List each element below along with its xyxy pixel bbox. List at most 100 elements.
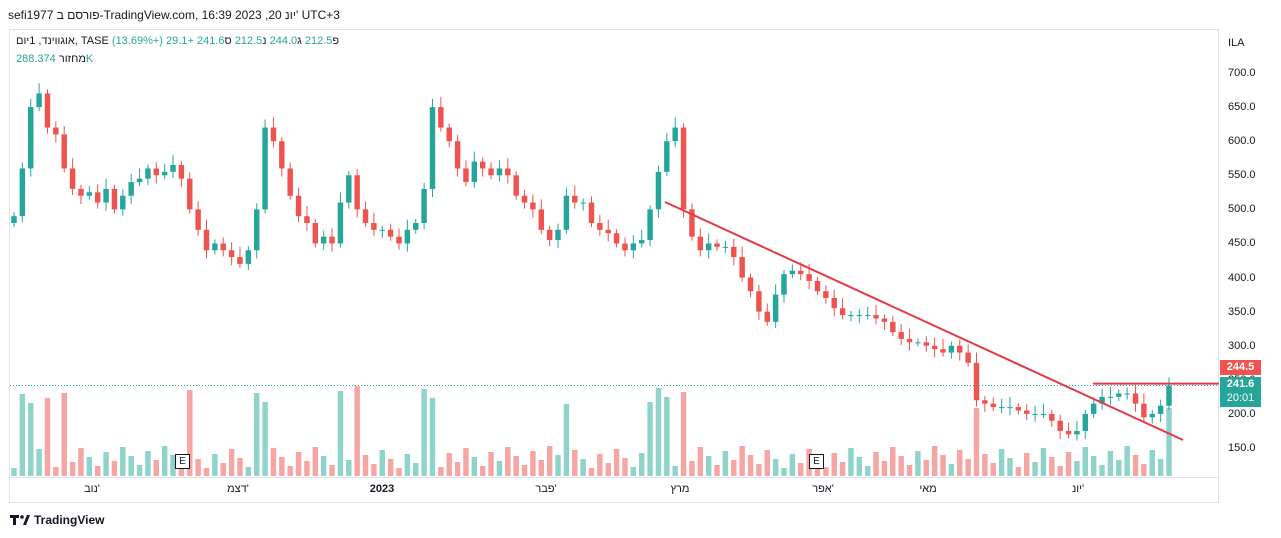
candle-body[interactable]	[1057, 421, 1062, 431]
candle-body[interactable]	[11, 216, 16, 223]
candle-body[interactable]	[714, 243, 719, 246]
candle-body[interactable]	[589, 203, 594, 223]
candle-body[interactable]	[70, 168, 75, 188]
candle-body[interactable]	[806, 274, 811, 281]
candle-body[interactable]	[698, 237, 703, 251]
candle-body[interactable]	[1166, 386, 1171, 406]
candle-body[interactable]	[112, 189, 117, 209]
candle-body[interactable]	[940, 349, 945, 352]
candle-body[interactable]	[28, 107, 33, 168]
candle-body[interactable]	[195, 209, 200, 229]
candle-body[interactable]	[890, 322, 895, 332]
candle-body[interactable]	[731, 247, 736, 257]
candle-body[interactable]	[354, 175, 359, 209]
candle-body[interactable]	[873, 315, 878, 318]
candle-body[interactable]	[179, 165, 184, 179]
candle-body[interactable]	[103, 189, 108, 203]
candle-body[interactable]	[564, 196, 569, 230]
candle-body[interactable]	[187, 179, 192, 210]
candle-body[interactable]	[480, 162, 485, 169]
candle-body[interactable]	[321, 237, 326, 244]
candle-body[interactable]	[287, 168, 292, 195]
candle-body[interactable]	[957, 346, 962, 353]
earnings-event-icon[interactable]: E	[809, 454, 824, 469]
candle-body[interactable]	[932, 346, 937, 349]
candle-body[interactable]	[371, 223, 376, 230]
candle-body[interactable]	[865, 315, 870, 316]
candle-body[interactable]	[898, 332, 903, 339]
candle-body[interactable]	[1049, 414, 1054, 421]
candle-body[interactable]	[790, 271, 795, 274]
candle-body[interactable]	[388, 230, 393, 237]
candle-body[interactable]	[1066, 431, 1071, 434]
candle-body[interactable]	[547, 230, 552, 240]
candle-body[interactable]	[396, 237, 401, 244]
candle-body[interactable]	[221, 243, 226, 250]
candle-body[interactable]	[765, 312, 770, 322]
candle-body[interactable]	[1124, 393, 1129, 394]
candle-body[interactable]	[380, 230, 385, 231]
candle-body[interactable]	[639, 240, 644, 243]
candle-body[interactable]	[949, 346, 954, 353]
candle-body[interactable]	[346, 175, 351, 202]
candle-body[interactable]	[965, 353, 970, 363]
candle-body[interactable]	[137, 179, 142, 182]
candle-body[interactable]	[681, 128, 686, 210]
candle-body[interactable]	[329, 237, 334, 244]
candle-body[interactable]	[438, 107, 443, 127]
candle-body[interactable]	[1032, 414, 1037, 415]
candle-body[interactable]	[915, 342, 920, 343]
candle-body[interactable]	[120, 196, 125, 210]
candle-body[interactable]	[924, 342, 929, 345]
candle-body[interactable]	[647, 209, 652, 240]
candle-body[interactable]	[61, 134, 66, 168]
candle-body[interactable]	[472, 162, 477, 182]
candle-body[interactable]	[95, 192, 100, 202]
candle-body[interactable]	[1074, 431, 1079, 434]
candle-body[interactable]	[1016, 407, 1021, 410]
candle-body[interactable]	[446, 128, 451, 142]
candle-body[interactable]	[882, 318, 887, 321]
candle-body[interactable]	[246, 250, 251, 264]
candle-body[interactable]	[271, 128, 276, 142]
candle-body[interactable]	[505, 168, 510, 175]
candle-body[interactable]	[664, 141, 669, 172]
candle-body[interactable]	[781, 274, 786, 294]
candle-body[interactable]	[597, 223, 602, 230]
candle-body[interactable]	[455, 141, 460, 168]
candle-body[interactable]	[522, 196, 527, 203]
candle-body[interactable]	[857, 315, 862, 316]
candle-body[interactable]	[831, 298, 836, 308]
candle-body[interactable]	[815, 281, 820, 291]
candle-body[interactable]	[279, 141, 284, 168]
candle-body[interactable]	[463, 168, 468, 182]
candle-body[interactable]	[87, 192, 92, 195]
candle-body[interactable]	[513, 175, 518, 195]
downtrend-line[interactable]	[665, 202, 1183, 440]
candle-body[interactable]	[982, 400, 987, 403]
candle-body[interactable]	[1133, 393, 1138, 403]
candle-body[interactable]	[1007, 407, 1012, 408]
candle-body[interactable]	[907, 339, 912, 342]
candle-body[interactable]	[580, 203, 585, 204]
candle-body[interactable]	[539, 209, 544, 229]
candle-body[interactable]	[237, 257, 242, 264]
candle-body[interactable]	[229, 250, 234, 257]
candle-body[interactable]	[572, 196, 577, 203]
candle-body[interactable]	[840, 308, 845, 315]
candle-body[interactable]	[154, 168, 159, 175]
candle-body[interactable]	[739, 257, 744, 277]
candle-body[interactable]	[848, 315, 853, 316]
candle-body[interactable]	[631, 243, 636, 250]
candle-body[interactable]	[1083, 414, 1088, 431]
candle-body[interactable]	[405, 230, 410, 244]
candle-body[interactable]	[1116, 393, 1121, 396]
candle-body[interactable]	[36, 93, 41, 107]
candle-body[interactable]	[798, 271, 803, 274]
candle-body[interactable]	[991, 404, 996, 407]
candle-body[interactable]	[1150, 414, 1155, 417]
candle-body[interactable]	[363, 209, 368, 223]
candle-body[interactable]	[304, 216, 309, 223]
candle-body[interactable]	[606, 230, 611, 233]
